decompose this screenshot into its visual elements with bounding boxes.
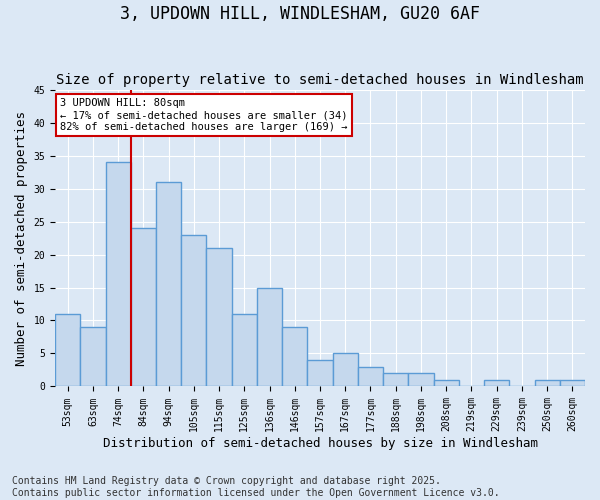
Bar (358, 366, 383, 386)
Title: Size of property relative to semi-detached houses in Windlesham: Size of property relative to semi-detach… (56, 73, 584, 87)
Bar (80, 327, 106, 386)
Bar (332, 354, 358, 386)
Bar (383, 374, 409, 386)
Bar (434, 380, 459, 386)
Bar (535, 380, 560, 386)
Text: 3 UPDOWN HILL: 80sqm
← 17% of semi-detached houses are smaller (34)
82% of semi-: 3 UPDOWN HILL: 80sqm ← 17% of semi-detac… (61, 98, 348, 132)
Bar (55, 314, 80, 386)
Bar (484, 380, 509, 386)
Text: Contains HM Land Registry data © Crown copyright and database right 2025.
Contai: Contains HM Land Registry data © Crown c… (12, 476, 500, 498)
Bar (409, 374, 434, 386)
Bar (560, 380, 585, 386)
X-axis label: Distribution of semi-detached houses by size in Windlesham: Distribution of semi-detached houses by … (103, 437, 538, 450)
Bar (282, 327, 307, 386)
Bar (257, 288, 282, 386)
Bar (156, 182, 181, 386)
Bar (131, 228, 156, 386)
Bar (206, 248, 232, 386)
Bar (106, 162, 131, 386)
Bar (181, 234, 206, 386)
Text: 3, UPDOWN HILL, WINDLESHAM, GU20 6AF: 3, UPDOWN HILL, WINDLESHAM, GU20 6AF (120, 5, 480, 23)
Y-axis label: Number of semi-detached properties: Number of semi-detached properties (15, 110, 28, 366)
Bar (307, 360, 332, 386)
Bar (232, 314, 257, 386)
